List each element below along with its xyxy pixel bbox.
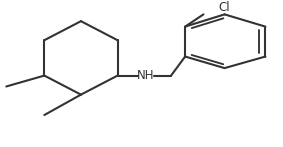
Text: Cl: Cl [219, 1, 230, 14]
Text: NH: NH [137, 69, 155, 82]
